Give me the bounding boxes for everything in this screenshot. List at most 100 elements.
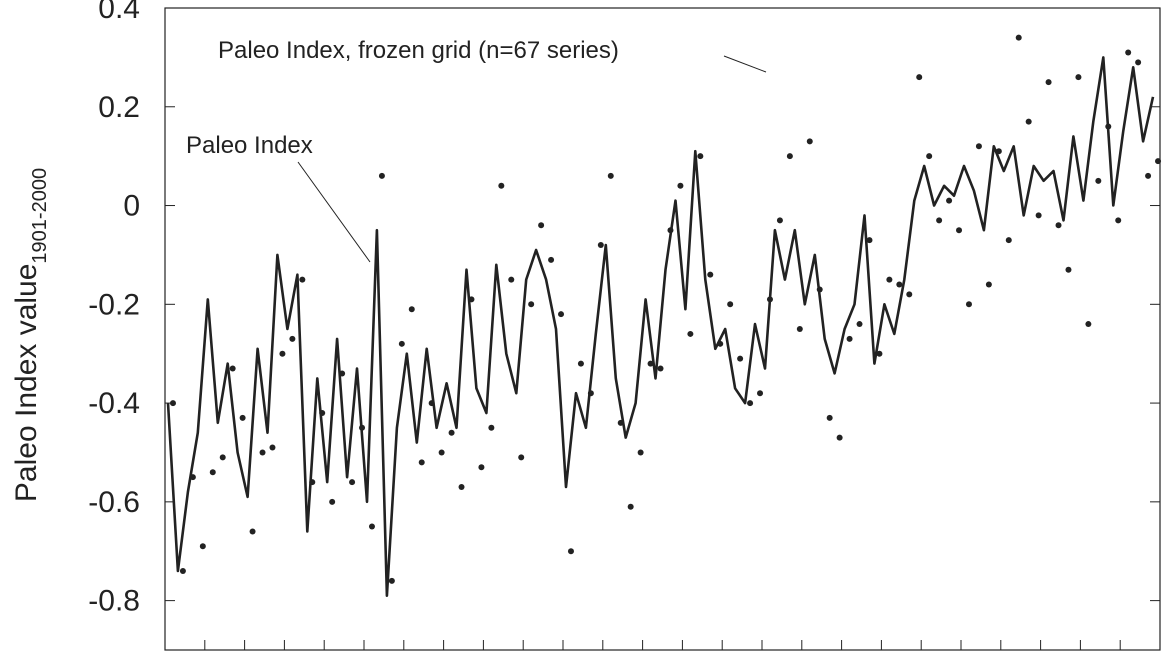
- dot: [757, 390, 764, 397]
- dot: [916, 74, 923, 81]
- dot: [617, 419, 624, 426]
- dot: [279, 350, 286, 357]
- dot: [786, 153, 793, 160]
- y-axis-label-main: Paleo Index value: [10, 264, 43, 503]
- dot: [737, 355, 744, 362]
- dot: [607, 172, 614, 179]
- dot: [209, 469, 216, 476]
- dot: [846, 335, 853, 342]
- dot: [1085, 321, 1092, 328]
- dot: [995, 148, 1002, 155]
- dot: [1135, 59, 1142, 66]
- dot: [906, 291, 913, 298]
- dot: [299, 276, 306, 283]
- dot: [428, 400, 435, 407]
- dot: [766, 296, 773, 303]
- dot: [876, 350, 883, 357]
- dot: [349, 479, 356, 486]
- dot: [856, 321, 863, 328]
- dot: [528, 301, 535, 308]
- dot: [707, 271, 714, 278]
- dot: [319, 409, 326, 416]
- dot: [657, 365, 664, 372]
- dot: [408, 306, 415, 313]
- dot: [637, 449, 644, 456]
- dot: [975, 143, 982, 150]
- annotation-leader: [297, 161, 371, 263]
- y-tick-label: 0: [123, 190, 140, 223]
- dot: [398, 340, 405, 347]
- y-tick-label: -0.6: [88, 486, 140, 519]
- dot: [946, 197, 953, 204]
- dot: [259, 449, 266, 456]
- dot: [965, 301, 972, 308]
- dot: [478, 464, 485, 471]
- dot: [1125, 49, 1132, 56]
- dot: [239, 414, 246, 421]
- y-tick-label: -0.4: [88, 387, 140, 420]
- dot: [498, 182, 505, 189]
- dot: [687, 330, 694, 337]
- dot: [1095, 177, 1102, 184]
- dot: [1155, 158, 1162, 165]
- dot: [587, 390, 594, 397]
- dot: [597, 242, 604, 249]
- dot: [289, 335, 296, 342]
- dot: [359, 424, 366, 431]
- dot: [936, 217, 943, 224]
- dot: [269, 444, 276, 451]
- dot: [438, 449, 445, 456]
- dot: [1115, 217, 1122, 224]
- dot: [627, 503, 634, 510]
- y-axis-label-sub: 1901-2000: [29, 168, 51, 264]
- dot: [956, 227, 963, 234]
- dot: [747, 400, 754, 407]
- dot: [1005, 237, 1012, 244]
- dot: [667, 227, 674, 234]
- dot: [896, 281, 903, 288]
- dot: [677, 182, 684, 189]
- dot: [1065, 266, 1072, 273]
- dot: [219, 454, 226, 461]
- dot: [1035, 212, 1042, 219]
- dot: [567, 548, 574, 555]
- dot: [816, 286, 823, 293]
- dot: [1045, 79, 1052, 86]
- dot: [368, 523, 375, 530]
- dot: [776, 217, 783, 224]
- line: [166, 56, 1155, 597]
- dot: [468, 296, 475, 303]
- dot: [199, 543, 206, 550]
- dot: [339, 370, 346, 377]
- dot: [886, 276, 893, 283]
- dot: [179, 567, 186, 574]
- dot: [1145, 172, 1152, 179]
- dot: [866, 237, 873, 244]
- dot: [458, 484, 465, 491]
- dot: [727, 301, 734, 308]
- y-tick-label: -0.2: [88, 288, 140, 321]
- annotation-leader: [723, 55, 767, 73]
- dot: [418, 459, 425, 466]
- dot: [1025, 118, 1032, 125]
- dot: [806, 138, 813, 145]
- dot: [388, 577, 395, 584]
- dot: [826, 414, 833, 421]
- dot: [189, 474, 196, 481]
- dot: [697, 153, 704, 160]
- dot: [717, 340, 724, 347]
- y-axis-label: Paleo Index value1901-2000: [10, 168, 51, 502]
- annotation: Paleo Index: [186, 132, 313, 159]
- dot: [1015, 34, 1022, 41]
- dot: [1055, 222, 1062, 229]
- dot: [558, 311, 565, 318]
- dot: [1075, 74, 1082, 81]
- dot: [538, 222, 545, 229]
- y-tick-label: 0.2: [98, 91, 140, 124]
- dot: [1105, 123, 1112, 130]
- dot: [796, 326, 803, 332]
- plot-frame: [164, 7, 1161, 651]
- dot: [229, 365, 236, 372]
- y-tick-label: -0.8: [88, 585, 140, 618]
- dot: [577, 360, 584, 367]
